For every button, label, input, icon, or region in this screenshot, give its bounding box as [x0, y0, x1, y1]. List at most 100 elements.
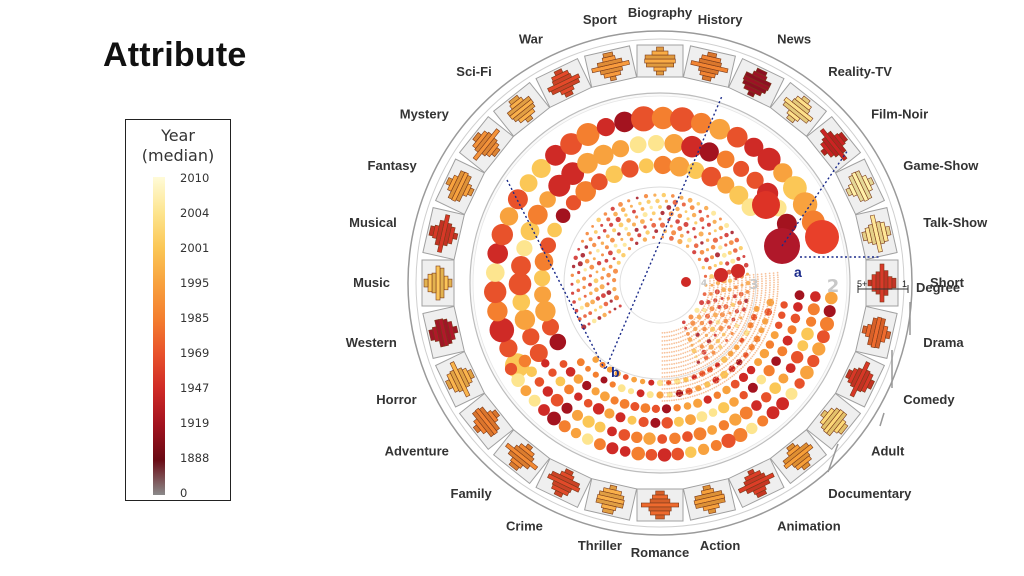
genre-dot: [736, 294, 738, 296]
genre-histogram-bar: [640, 502, 680, 508]
genre-bubble: [661, 404, 672, 414]
genre-dot: [733, 332, 736, 335]
genre-dot: [752, 322, 755, 324]
genre-dot: [663, 388, 666, 390]
genre-dot: [591, 318, 597, 324]
genre-dot: [673, 330, 675, 332]
genre-dot: [733, 305, 736, 308]
genre-dot: [724, 292, 726, 295]
genre-dot: [673, 358, 675, 361]
genre-dot: [673, 354, 675, 357]
genre-bubble: [619, 446, 631, 457]
genre-dot: [713, 332, 716, 334]
genre-dot: [768, 296, 770, 298]
genre-label-film-noir: Film-Noir: [871, 107, 928, 122]
genre-bubble: [696, 411, 708, 422]
genre-histogram-bar: [423, 278, 429, 288]
genre-bubble: [648, 135, 665, 152]
genre-dot: [735, 312, 738, 315]
genre-dot: [751, 297, 754, 300]
genre-dot: [723, 380, 726, 383]
genre-dot: [572, 300, 576, 304]
genre-dot: [769, 325, 771, 327]
genre-dot: [728, 356, 731, 359]
genre-dot: [743, 359, 745, 361]
genre-dot: [737, 334, 739, 337]
genre-dot: [588, 237, 593, 242]
genre-dot: [762, 329, 765, 332]
genre-dot: [730, 301, 733, 304]
genre-label-action: Action: [700, 538, 741, 553]
genre-dot: [604, 258, 609, 263]
genre-dot: [769, 284, 771, 287]
genre-bubble: [703, 395, 712, 404]
genre-dot: [600, 223, 604, 227]
genre-dot: [746, 304, 748, 307]
genre-dot: [751, 355, 754, 358]
genre-dot: [695, 359, 698, 362]
genre-dot: [730, 349, 733, 351]
legend-title-year: Year: [161, 126, 195, 145]
genre-dot: [715, 376, 718, 379]
genre-bubble: [491, 223, 513, 246]
genre-dot: [767, 318, 769, 321]
genre-bubble: [759, 348, 770, 359]
genre-dot: [694, 307, 700, 313]
genre-dot: [701, 265, 705, 270]
genre-dot: [752, 310, 755, 313]
genre-dot: [663, 351, 666, 354]
genre-dot: [721, 334, 724, 337]
genre-dot: [723, 355, 726, 358]
genre-bubble: [592, 371, 599, 378]
genre-dot: [675, 358, 678, 361]
genre-dot: [613, 268, 618, 274]
genre-bubble: [769, 382, 781, 395]
genre-dot: [737, 282, 739, 285]
genre-dot: [741, 307, 744, 310]
genre-dot: [603, 212, 608, 216]
genre-dot: [715, 371, 718, 374]
genre-dot: [712, 313, 715, 316]
genre-dot: [668, 371, 671, 374]
genre-dot: [760, 342, 763, 344]
genre-dot: [753, 330, 756, 333]
genre-bubble: [797, 340, 809, 352]
genre-dot: [730, 355, 732, 358]
genre-dot: [673, 399, 675, 402]
genre-dot: [752, 353, 755, 356]
genre-dot: [711, 315, 714, 318]
genre-dot: [700, 316, 703, 319]
genre-bubble: [615, 412, 626, 423]
legend-label: 2010: [180, 171, 210, 185]
genre-dot: [751, 302, 753, 304]
genre-bubble: [695, 385, 702, 392]
genre-dot: [757, 340, 759, 342]
genre-dot: [742, 316, 745, 318]
genre-dot: [693, 356, 696, 359]
genre-dot: [663, 376, 666, 378]
genre-dot: [663, 331, 666, 334]
genre-block-documentary: [769, 429, 828, 485]
genre-dot: [677, 378, 680, 381]
genre-bubble: [631, 376, 637, 383]
genre-dot: [761, 310, 763, 313]
genre-dot: [700, 375, 703, 377]
genre-bubble: [594, 421, 606, 433]
genre-dot: [687, 237, 692, 243]
genre-dot: [700, 392, 703, 395]
genre-bubble: [518, 354, 532, 368]
genre-dot: [701, 322, 703, 324]
genre-bubble: [754, 358, 763, 367]
genre-dot: [748, 295, 750, 298]
genre-dot: [686, 355, 689, 357]
genre-dot: [734, 301, 737, 303]
genre-dot: [722, 312, 724, 315]
genre-histogram-bar: [875, 271, 881, 295]
genre-dot: [714, 362, 717, 365]
genre-dot: [620, 207, 626, 212]
genre-dot: [682, 343, 685, 346]
genre-dot: [745, 290, 750, 294]
degree-scale-label: Degree: [916, 280, 960, 295]
genre-dot: [688, 336, 691, 339]
genre-dot: [769, 286, 771, 289]
